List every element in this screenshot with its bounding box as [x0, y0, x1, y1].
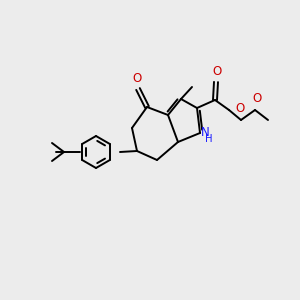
- Text: O: O: [252, 92, 262, 105]
- Text: O: O: [212, 65, 222, 78]
- Text: N: N: [201, 125, 210, 139]
- Text: O: O: [132, 72, 142, 85]
- Text: H: H: [205, 134, 213, 144]
- Text: O: O: [235, 101, 244, 115]
